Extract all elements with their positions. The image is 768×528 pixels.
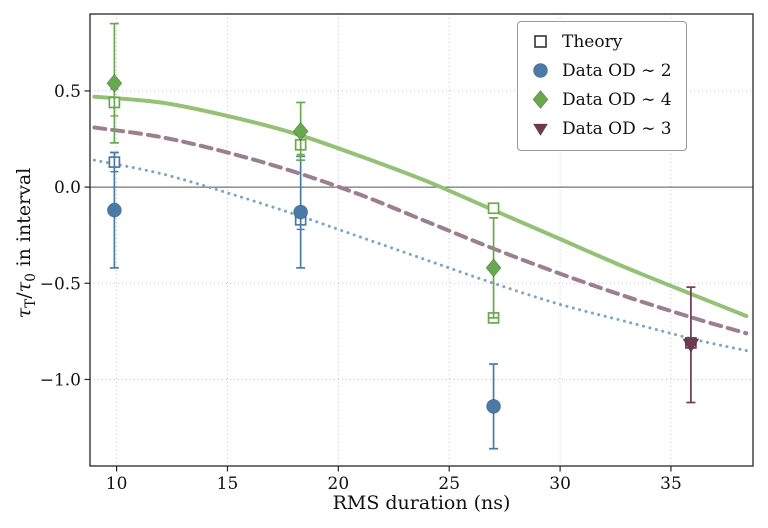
- legend-label: Theory: [562, 31, 623, 52]
- ylabel-sub-t: T: [22, 298, 39, 308]
- legend-item-od3: Data OD ∼ 3: [527, 116, 672, 141]
- ylabel-tau0: τ: [13, 281, 36, 293]
- legend-item-od2: Data OD ∼ 2: [527, 58, 672, 83]
- svg-text:35: 35: [660, 474, 682, 494]
- svg-text:15: 15: [217, 474, 239, 494]
- x-axis-label: RMS duration (ns): [332, 492, 511, 514]
- legend-label: Data OD ∼ 4: [562, 89, 672, 110]
- svg-text:−0.5: −0.5: [40, 274, 81, 294]
- svg-text:0.5: 0.5: [54, 82, 81, 102]
- ylabel-sub-0: 0: [22, 273, 39, 282]
- svg-text:25: 25: [438, 474, 460, 494]
- svg-text:20: 20: [328, 474, 350, 494]
- legend: Theory Data OD ∼ 2 Data OD ∼ 4 Data OD ∼…: [517, 21, 687, 151]
- svg-text:10: 10: [106, 474, 128, 494]
- diamond-marker-icon: [527, 89, 553, 110]
- legend-item-od4: Data OD ∼ 4: [527, 87, 672, 112]
- svg-text:0.0: 0.0: [54, 178, 81, 198]
- ylabel-slash: /: [13, 292, 36, 299]
- ylabel-rest: in interval: [13, 167, 36, 267]
- y-axis-label: τT/τ0in interval: [13, 168, 39, 319]
- ylabel-tau: τ: [13, 307, 36, 319]
- svg-text:30: 30: [549, 474, 571, 494]
- circle-marker-icon: [527, 61, 553, 80]
- svg-text:−1.0: −1.0: [40, 370, 81, 390]
- triangle-down-marker-icon: [527, 119, 553, 138]
- legend-label: Data OD ∼ 2: [562, 60, 672, 81]
- legend-item-theory: Theory: [527, 29, 672, 54]
- open-square-marker-icon: [527, 32, 553, 51]
- legend-label: Data OD ∼ 3: [562, 118, 672, 139]
